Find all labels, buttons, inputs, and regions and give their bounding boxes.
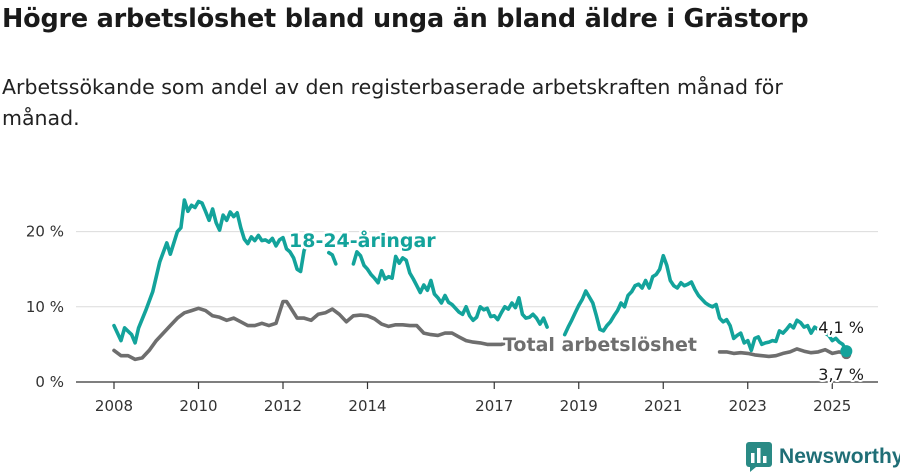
x-tick-label: 2014 [348,397,386,415]
x-tick-label: 2017 [475,397,513,415]
y-tick-label: 10 % [26,298,64,316]
youth-series-label: 18-24-åringar [289,228,436,252]
bar-chart-icon [746,442,772,472]
total-unemployment-line [112,299,849,362]
chart-subtitle: Arbetssökande som andel av den registerb… [2,75,783,130]
youth-unemployment-line [112,198,849,353]
x-tick-label: 2025 [813,397,851,415]
brand-name: Newsworthy [779,445,900,468]
x-tick-label: 2010 [179,397,217,415]
total-series-label: Total arbetslöshet [503,334,697,356]
y-tick-label: 0 % [35,373,64,391]
x-tick-label: 2012 [264,397,302,415]
x-tick-label: 2008 [95,397,133,415]
x-tick-label: 2023 [729,397,767,415]
total-end-label: 3,7 % [818,365,864,384]
youth-end-point [840,345,853,358]
chart-title: Högre arbetslöshet bland unga än bland ä… [2,4,809,34]
youth-end-label: 4,1 % [818,318,864,337]
newsworthy-logo[interactable]: Newsworthy [746,441,900,473]
x-tick-label: 2019 [560,397,598,415]
x-tick-label: 2021 [644,397,682,415]
y-tick-label: 20 % [26,223,64,241]
